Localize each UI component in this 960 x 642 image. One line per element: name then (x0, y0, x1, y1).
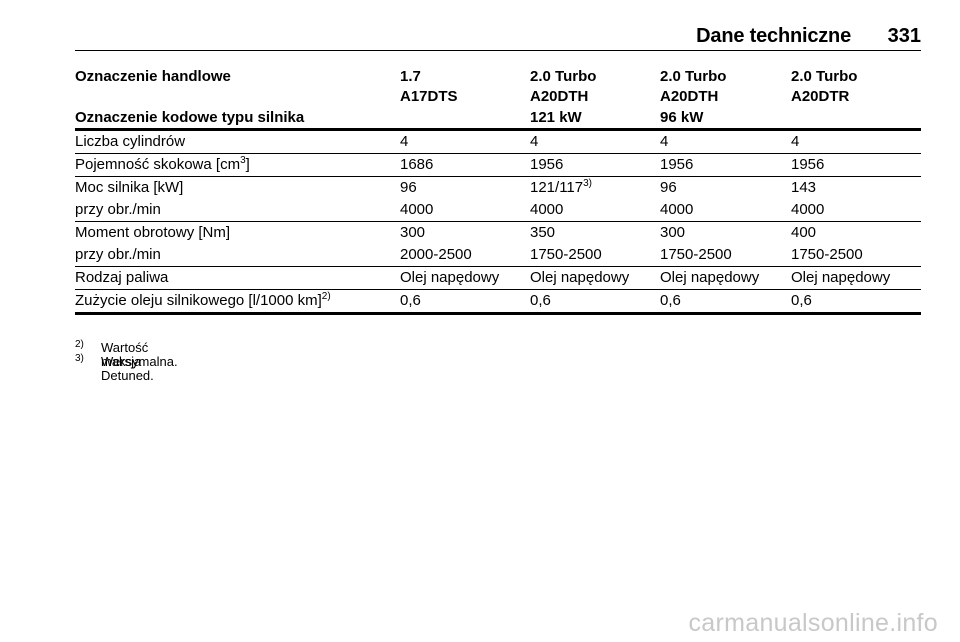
table-row-cylinders: Liczba cylindrów 4 4 4 4 (75, 129, 921, 154)
table-cell: Olej napędowy (660, 266, 791, 290)
table-cell: 1956 (660, 153, 791, 177)
table-row-torque-rpm: przy obr./min 2000-2500 1750-2500 1750-2… (75, 244, 921, 267)
table-cell: 4 (791, 129, 921, 154)
footnote-text: Wersja Detuned. (101, 354, 154, 383)
row-label-text: Pojemność skokowa [cm (75, 156, 241, 173)
footnote-ref: 3) (583, 178, 593, 189)
table-cell: 4000 (530, 199, 660, 222)
cell-value: 121/117 (530, 179, 584, 196)
column-header: 2.0 Turbo A20DTH 96 kW (660, 66, 791, 131)
row-label: przy obr./min (75, 199, 400, 222)
table-cell: 1956 (530, 153, 660, 177)
table-cell: 121/1173) (530, 177, 660, 200)
table-cell: 1750-2500 (660, 244, 791, 267)
table-row-fuel: Rodzaj paliwa Olej napędowy Olej napędow… (75, 266, 921, 290)
column-code: A20DTH (530, 88, 589, 105)
table-cell: 0,6 (791, 289, 921, 315)
row-label: Pojemność skokowa [cm3] (75, 153, 400, 177)
page-number: 331 (887, 25, 921, 47)
table-row-displacement: Pojemność skokowa [cm3] 1686 1956 1956 1… (75, 153, 921, 177)
table-row-torque: Moment obrotowy [Nm] 300 350 300 400 (75, 222, 921, 245)
column-header: 2.0 Turbo A20DTH 121 kW (530, 66, 660, 131)
row-label: przy obr./min (75, 244, 400, 267)
column-power: 121 kW (530, 109, 582, 126)
table-cell: 350 (530, 224, 556, 241)
row-label: Moc silnika [kW] (75, 179, 184, 196)
table-row-power-rpm: przy obr./min 4000 4000 4000 4000 (75, 199, 921, 222)
table-cell: 300 (660, 224, 686, 241)
table-cell: 4 (660, 129, 791, 154)
footnote-text: Wartość maksymalna. (101, 340, 178, 369)
column-header: 2.0 Turbo A20DTR (791, 66, 921, 131)
table-cell: Olej napędowy (400, 266, 530, 290)
table-cell: 4000 (791, 199, 921, 222)
table-cell: 4 (400, 129, 530, 154)
column-power: 96 kW (660, 109, 704, 126)
table-cell: 4000 (400, 199, 530, 222)
column-name: 2.0 Turbo (791, 68, 858, 85)
table-cell: Olej napędowy (791, 266, 921, 290)
column-code: A20DTH (660, 88, 719, 105)
watermark: carmanualsonline.info (688, 609, 938, 637)
table-header-row: Oznaczenie handlowe Oznaczenie kodowe ty… (75, 66, 921, 131)
table-cell: 143 (791, 179, 817, 196)
table-cell: 1750-2500 (791, 244, 921, 267)
trade-name-label: Oznaczenie handlowe (75, 68, 231, 85)
page-title: Dane techniczne (696, 25, 851, 47)
table-cell: 400 (791, 224, 817, 241)
row-label: Moment obrotowy [Nm] (75, 224, 231, 241)
footnote-mark: 2) (75, 339, 84, 350)
table-cell: 0,6 (660, 289, 791, 315)
row-label-text: Zużycie oleju silnikowego [l/1000 km] (75, 292, 322, 309)
table-row-power: Moc silnika [kW] 96 121/1173) 96 143 (75, 177, 921, 200)
table-cell: 0,6 (400, 289, 530, 315)
table-cell: 1750-2500 (530, 244, 660, 267)
header-label-cell: Oznaczenie handlowe Oznaczenie kodowe ty… (75, 66, 400, 131)
table-cell: 96 (660, 179, 677, 196)
column-name: 2.0 Turbo (660, 68, 727, 85)
table-cell: 2000-2500 (400, 244, 530, 267)
row-label: Rodzaj paliwa (75, 266, 400, 290)
page-header: Dane techniczne 331 (75, 25, 921, 51)
table-cell: 4 (530, 129, 660, 154)
column-code: A17DTS (400, 88, 458, 105)
table-cell: 1686 (400, 153, 530, 177)
footnote-mark: 3) (75, 353, 84, 364)
row-label: Zużycie oleju silnikowego [l/1000 km]2) (75, 289, 400, 315)
engine-code-label: Oznaczenie kodowe typu silnika (75, 109, 305, 126)
table-cell: Olej napędowy (530, 266, 660, 290)
table-cell: 1956 (791, 153, 921, 177)
engine-specs-table: Oznaczenie handlowe Oznaczenie kodowe ty… (75, 66, 921, 315)
column-name: 2.0 Turbo (530, 68, 597, 85)
table-cell: 4000 (660, 199, 791, 222)
row-label: Liczba cylindrów (75, 129, 400, 154)
row-label-suffix: ] (245, 156, 250, 173)
column-header: 1.7 A17DTS (400, 66, 530, 131)
table-cell: 300 (400, 224, 426, 241)
table-row-oil-consumption: Zużycie oleju silnikowego [l/1000 km]2) … (75, 289, 921, 315)
column-code: A20DTR (791, 88, 850, 105)
table-cell: 0,6 (530, 289, 660, 315)
superscript: 3 (240, 155, 246, 166)
footnote-ref: 2) (321, 291, 331, 302)
table-cell: 96 (400, 179, 417, 196)
column-name: 1.7 (400, 68, 421, 85)
